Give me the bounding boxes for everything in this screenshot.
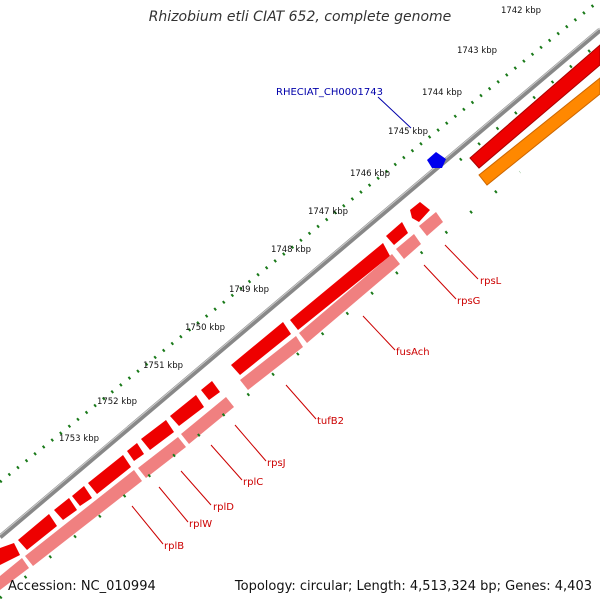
feature-leader-lines bbox=[131, 96, 479, 545]
cds-block[interactable] bbox=[72, 486, 92, 506]
cds-block[interactable] bbox=[0, 543, 20, 565]
leader-line bbox=[180, 470, 212, 506]
feature-label[interactable]: fusAch bbox=[396, 347, 430, 358]
cds-block[interactable] bbox=[54, 498, 77, 520]
cds-block[interactable] bbox=[231, 322, 291, 375]
cds-block[interactable] bbox=[88, 455, 131, 494]
accession-text: Accession: NC_010994 bbox=[8, 579, 156, 594]
ruler-tick-label: 1747 kbp bbox=[308, 207, 348, 217]
gene-block[interactable] bbox=[240, 336, 303, 390]
gene-block[interactable] bbox=[396, 234, 421, 259]
feature-cds-forward[interactable] bbox=[469, 44, 600, 169]
feature-label[interactable]: rpsJ bbox=[267, 458, 286, 469]
genome-backbone-highlight bbox=[0, 27, 600, 536]
gene-block[interactable] bbox=[181, 397, 234, 444]
ruler-tick-label: 1746 kbp bbox=[350, 169, 390, 179]
feature-label[interactable]: rpsL bbox=[480, 276, 502, 287]
gene-block[interactable] bbox=[299, 254, 400, 343]
feature-label[interactable]: rplW bbox=[189, 519, 212, 530]
gene-block[interactable] bbox=[419, 212, 443, 236]
cds-block[interactable] bbox=[141, 420, 174, 450]
feature-misc-marker[interactable] bbox=[427, 152, 446, 168]
ruler-tick-label: 1751 kbp bbox=[143, 361, 183, 371]
feature-label[interactable]: rplC bbox=[243, 477, 263, 488]
cds-block[interactable] bbox=[386, 222, 408, 245]
ruler-tick-label: 1745 kbp bbox=[388, 127, 428, 137]
ruler-tick-label: 1753 kbp bbox=[59, 434, 99, 444]
cds-block[interactable] bbox=[290, 243, 390, 330]
ruler-tick-label: 1742 kbp bbox=[501, 6, 541, 16]
leader-line bbox=[423, 264, 457, 300]
leader-line bbox=[377, 96, 412, 129]
ruler-line-lower bbox=[0, 170, 521, 600]
cds-block[interactable] bbox=[127, 443, 144, 461]
leader-line bbox=[131, 505, 164, 545]
ruler-line bbox=[0, 0, 600, 484]
cds-block[interactable] bbox=[18, 514, 57, 550]
forward-strand-features bbox=[427, 44, 600, 186]
leader-line bbox=[158, 486, 189, 523]
ruler-tick-label: 1748 kbp bbox=[271, 245, 311, 255]
leader-line bbox=[285, 384, 317, 420]
ruler-tick-label: 1744 kbp bbox=[422, 88, 462, 98]
gene-block[interactable] bbox=[138, 437, 186, 478]
ruler-tick-label: 1752 kbp bbox=[97, 397, 137, 407]
ruler-tick-labels: 1742 kbp 1743 kbp 1744 kbp 1745 kbp 1746 kbp… bbox=[59, 6, 541, 444]
feature-label[interactable]: rpsG bbox=[457, 296, 480, 307]
ruler-tick-label: 1750 kbp bbox=[185, 323, 225, 333]
genome-title: Rhizobium etli CIAT 652, complete genome bbox=[148, 9, 452, 25]
feature-label[interactable]: rplB bbox=[164, 541, 184, 552]
gene-block[interactable] bbox=[0, 558, 29, 590]
feature-rna-forward[interactable] bbox=[478, 77, 600, 186]
reverse-strand-cds bbox=[0, 202, 430, 565]
cds-block[interactable] bbox=[410, 202, 430, 222]
feature-label[interactable]: rplD bbox=[213, 502, 234, 513]
gene-block[interactable] bbox=[25, 470, 142, 566]
leader-line bbox=[362, 315, 396, 351]
ruler-tick-label: 1749 kbp bbox=[229, 285, 269, 295]
ruler-tick-label: 1743 kbp bbox=[457, 46, 497, 56]
genome-backbone bbox=[0, 28, 600, 539]
feature-label[interactable]: tufB2 bbox=[317, 416, 344, 427]
cds-block[interactable] bbox=[170, 395, 204, 426]
reverse-strand-genes bbox=[0, 212, 443, 590]
leader-line bbox=[444, 244, 479, 280]
cds-block[interactable] bbox=[201, 381, 220, 400]
leader-line bbox=[234, 424, 267, 462]
feature-label[interactable]: RHECIAT_CH0001743 bbox=[276, 87, 383, 98]
topology-summary: Topology: circular; Length: 4,513,324 bp… bbox=[234, 579, 592, 594]
leader-line bbox=[210, 444, 243, 481]
